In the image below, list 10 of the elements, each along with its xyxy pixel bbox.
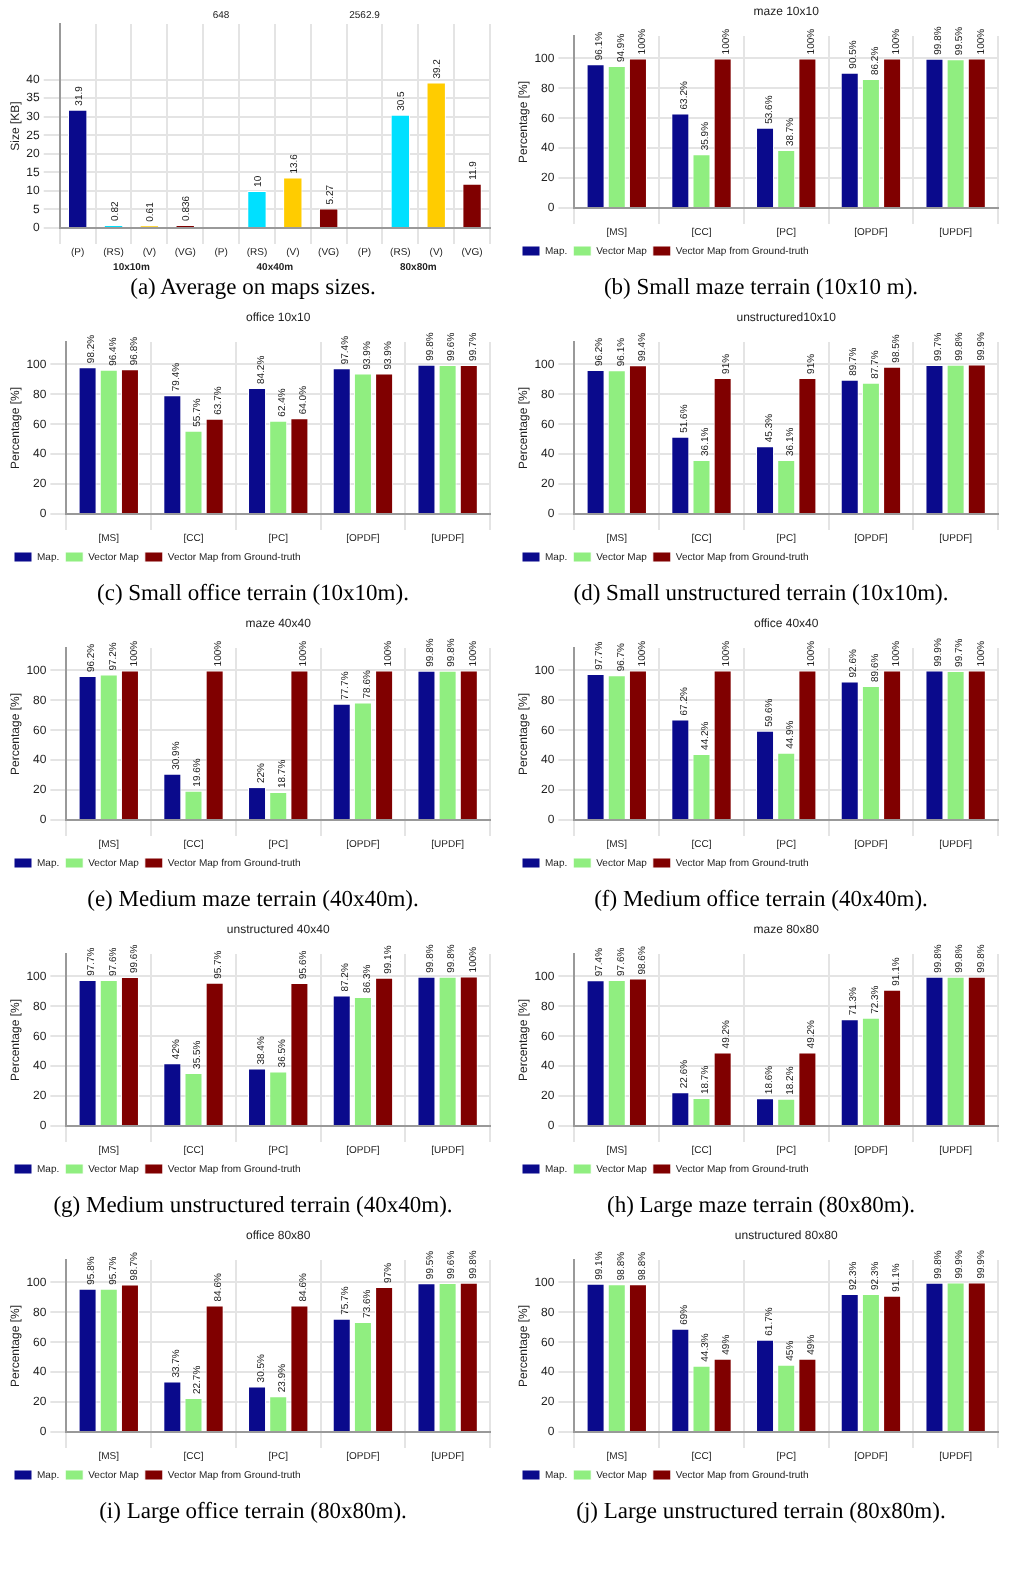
text: (f) Medium office terrain (40x40m). bbox=[592, 888, 930, 916]
text: (b) Small maze terrain (10x10 m). bbox=[601, 276, 921, 304]
text: (h) Large maze terrain (80x80m). bbox=[604, 1194, 917, 1222]
text: (e) Medium maze terrain (40x40m). bbox=[85, 888, 421, 916]
text: (d) Small unstructured terrain (10x10m). bbox=[571, 582, 951, 610]
text: (c) Small office terrain (10x10m). bbox=[95, 582, 411, 610]
text: (i) Large office terrain (80x80m). bbox=[97, 1500, 409, 1528]
text: (a) Average on maps sizes. bbox=[128, 276, 378, 304]
text: (j) Large unstructured terrain (80x80m). bbox=[574, 1500, 948, 1528]
text: (g) Medium unstructured terrain (40x40m). bbox=[51, 1194, 455, 1222]
